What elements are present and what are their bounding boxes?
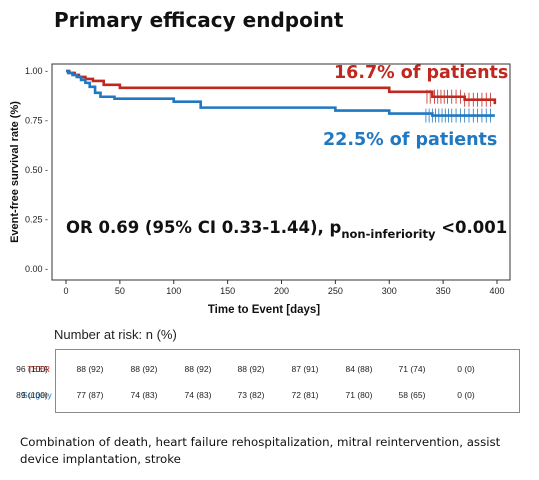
risk-cell: 74 (83): [130, 390, 158, 400]
x-tick-label: 400: [489, 286, 504, 296]
y-tick-label: 0.50 -: [25, 165, 48, 175]
km-chart: 0.00 - 0.25 - 0.50 - 0.75 - 1.00 - 0 50 100 150…: [9, 63, 511, 316]
risk-cell: 88 (92): [237, 364, 265, 374]
odds-ratio-statement: OR 0.69 (95% CI 0.33-1.44), pnon-inferio…: [66, 218, 508, 241]
y-axis-label: Event-free survival rate (%): [9, 101, 21, 243]
x-tick-label: 50: [115, 286, 125, 296]
x-tick-label: 100: [166, 286, 181, 296]
risk-cell: 71 (74): [398, 364, 426, 374]
y-tick-label: 0.00 -: [25, 264, 48, 274]
risk-cell: 88 (92): [130, 364, 158, 374]
x-tick-label: 250: [328, 286, 343, 296]
slide-title: Primary efficacy endpoint: [54, 8, 344, 32]
endpoint-footnote: Combination of death, heart failure reho…: [20, 435, 501, 466]
risk-cell: 73 (82): [237, 390, 265, 400]
risk-cell: 0 (0): [457, 364, 475, 374]
risk-cell: 71 (80): [345, 390, 373, 400]
surgery-event-rate-label: 22.5% of patients: [323, 130, 498, 150]
risk-table-title: Number at risk: n (%): [54, 327, 177, 342]
risk-row-label: TEER: [27, 364, 50, 374]
x-axis-label: Time to Event [days]: [208, 304, 320, 316]
risk-cell: 58 (65): [398, 390, 426, 400]
teer-event-rate-label: 16.7% of patients: [334, 63, 509, 83]
risk-table: TEER 96 (100) 88 (92) 88 (92) 88 (92) 88 (92)…: [16, 349, 520, 413]
risk-cell: 89 (100): [16, 390, 48, 400]
x-tick-label: 0: [63, 286, 68, 296]
risk-cell: 87 (91): [291, 364, 319, 374]
odds-ratio-pvalue: <0.001: [435, 218, 508, 237]
x-tick-label: 200: [274, 286, 289, 296]
x-tick-label: 300: [382, 286, 397, 296]
odds-ratio-subscript: non-inferiority: [341, 227, 436, 241]
risk-cell: 0 (0): [457, 390, 475, 400]
risk-cell: 88 (92): [76, 364, 104, 374]
x-tick-label: 150: [220, 286, 235, 296]
risk-row-label: Surgery: [22, 390, 52, 400]
risk-cell: 77 (87): [76, 390, 104, 400]
odds-ratio-main: OR 0.69 (95% CI 0.33-1.44), p: [66, 218, 342, 237]
y-tick-label: 1.00 -: [25, 66, 48, 76]
y-tick-label: 0.25 -: [25, 215, 48, 225]
x-tick-label: 350: [436, 286, 451, 296]
survival-curve-1: [66, 69, 495, 117]
risk-cell: 84 (88): [345, 364, 373, 374]
risk-cell: 96 (100): [16, 364, 48, 374]
risk-cell: 88 (92): [184, 364, 212, 374]
risk-cell: 72 (81): [291, 390, 319, 400]
risk-cell: 74 (83): [184, 390, 212, 400]
y-tick-label: 0.75 -: [25, 116, 48, 126]
